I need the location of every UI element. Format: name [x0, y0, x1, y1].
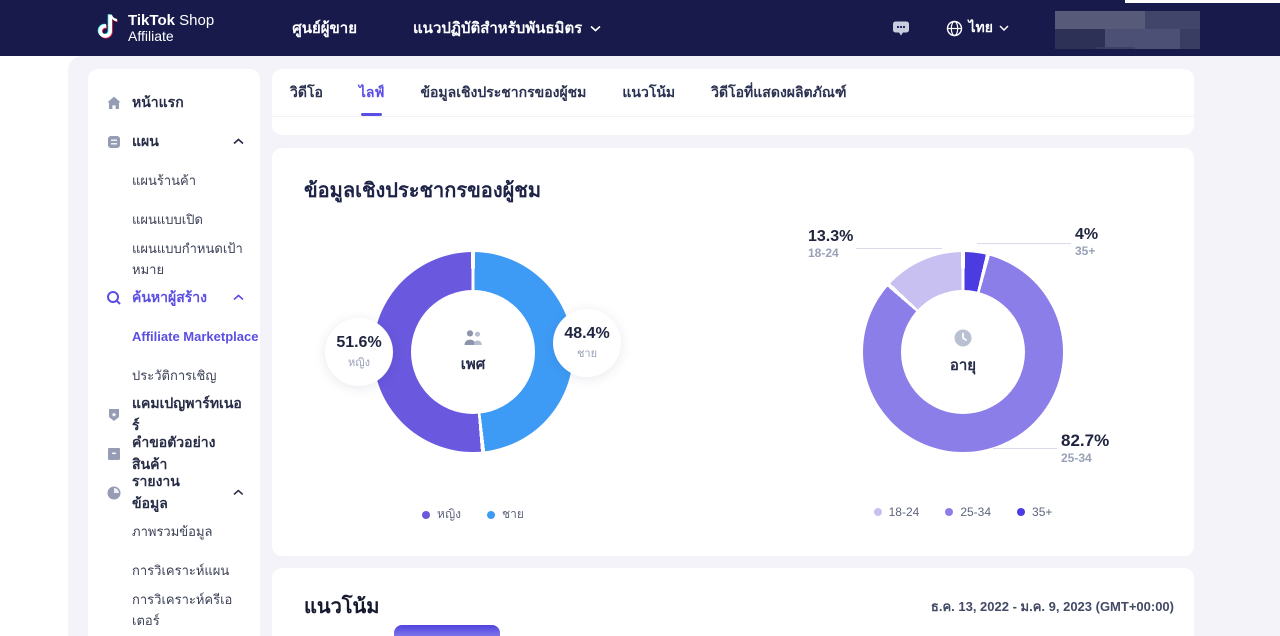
nav-partner-guidelines[interactable]: แนวปฏิบัติสำหรับพันธมิตร	[413, 16, 601, 40]
tab-video[interactable]: วิดีโอ	[290, 83, 323, 100]
search-icon	[107, 290, 121, 305]
tiktok-shop-affiliate-logo[interactable]: TikTok Shop Affiliate	[96, 11, 215, 44]
tab-bar: วิดีโอ ไลฟ์ ข้อมูลเชิงประชากรของผู้ชม แน…	[272, 69, 1194, 117]
chevron-up-icon	[233, 489, 244, 496]
globe-icon	[946, 20, 962, 36]
gender-chart-label: เพศ	[460, 355, 486, 373]
legend-dot	[487, 510, 496, 519]
section-title-trends: แนวโน้ม	[304, 596, 380, 618]
sidebar-item-shop-plan[interactable]: แผนร้านค้า	[132, 173, 197, 188]
sidebar-item-plans[interactable]: แผน	[88, 122, 260, 161]
trend-metric-tab-indicator[interactable]	[394, 625, 500, 636]
age-donut-center: อายุ	[901, 290, 1025, 414]
box-icon	[108, 447, 120, 460]
age-callout-18-24: 13.3% 18-24	[808, 228, 854, 261]
sidebar-item-data-overview[interactable]: ภาพรวมข้อมูล	[132, 524, 213, 539]
sidebar-item-home[interactable]: หน้าแรก	[88, 83, 260, 122]
chat-message-icon[interactable]	[890, 17, 912, 39]
tab-audience-demographics[interactable]: ข้อมูลเชิงประชากรของผู้ชม	[420, 83, 587, 100]
trends-card: แนวโน้ม ธ.ค. 13, 2022 - ม.ค. 9, 2023 (GM…	[272, 568, 1194, 636]
age-chart-label: อายุ	[949, 356, 977, 374]
section-title-demographics: ข้อมูลเชิงประชากรของผู้ชม	[304, 180, 542, 202]
age-callout-25-34: 82.7% 25-34	[1061, 431, 1110, 465]
sidebar-item-affiliate-marketplace[interactable]: Affiliate Marketplace	[132, 329, 259, 344]
sidebar-item-open-plan[interactable]: แผนแบบเปิด	[132, 212, 203, 227]
legend-item-35-plus[interactable]: 35+	[1017, 505, 1052, 519]
legend-item-18-24[interactable]: 18-24	[873, 505, 919, 519]
tiktok-note-icon	[97, 14, 118, 39]
legend-item-female[interactable]: หญิง	[422, 505, 461, 524]
sidebar: หน้าแรก แผน แผนร้านค้า แผนแบบเปิด แผนแบบ…	[88, 69, 260, 636]
callout-line	[856, 248, 942, 249]
sidebar-item-creator-analysis[interactable]: การวิเคราะห์ครีเอเตอร์	[132, 591, 233, 628]
plan-list-icon	[108, 135, 120, 148]
home-icon	[107, 96, 121, 109]
chevron-up-icon	[233, 138, 244, 145]
chevron-down-icon	[590, 25, 601, 32]
sidebar-item-targeted-plan[interactable]: แผนแบบกำหนดเป้าหมาย	[132, 240, 243, 277]
header-nav: ศูนย์ผู้ขาย แนวปฏิบัติสำหรับพันธมิตร	[292, 16, 601, 40]
legend-dot	[422, 510, 431, 519]
nav-seller-center[interactable]: ศูนย์ผู้ขาย	[292, 20, 358, 37]
legend-dot	[1017, 508, 1026, 516]
chevron-up-icon	[233, 294, 244, 301]
age-donut-chart: อายุ	[863, 252, 1063, 452]
gender-legend: หญิง ชาย	[373, 505, 573, 524]
logo-text: TikTok Shop Affiliate	[128, 11, 215, 44]
date-range: ธ.ค. 13, 2022 - ม.ค. 9, 2023 (GMT+00:00)	[930, 599, 1174, 614]
badge-icon	[109, 408, 119, 421]
sidebar-item-plan-analysis[interactable]: การวิเคราะห์แผน	[132, 563, 230, 578]
tab-product-videos[interactable]: วิดีโอที่แสดงผลิตภัณฑ์	[711, 83, 847, 100]
sidebar-item-data-reports[interactable]: รายงานข้อมูล	[88, 473, 260, 512]
legend-dot	[873, 508, 882, 516]
legend-item-male[interactable]: ชาย	[487, 505, 524, 524]
analytics-tabs-card: วิดีโอ ไลฟ์ ข้อมูลเชิงประชากรของผู้ชม แน…	[272, 69, 1194, 135]
tab-live[interactable]: ไลฟ์	[359, 69, 384, 116]
redacted-account-info[interactable]	[1043, 7, 1205, 49]
legend-dot	[945, 508, 954, 516]
gender-donut-chart: เพศ	[373, 252, 573, 452]
sidebar-item-find-creators[interactable]: ค้นหาผู้สร้าง	[88, 278, 260, 317]
sidebar-item-partner-campaign[interactable]: แคมเปญพาร์ทเนอร์	[88, 395, 260, 434]
callout-line	[993, 448, 1057, 449]
gender-callout-female: 51.6% หญิง	[325, 318, 393, 386]
gender-donut-center: เพศ	[411, 290, 535, 414]
audience-demographics-card: ข้อมูลเชิงประชากรของผู้ชม เพศ 51.6% หญิง…	[272, 148, 1194, 556]
people-icon	[464, 329, 482, 345]
language-selector[interactable]: ไทย	[946, 17, 1009, 39]
age-callout-35-plus: 4% 35+	[1075, 226, 1099, 259]
clock-icon	[954, 329, 972, 346]
tab-trends[interactable]: แนวโน้ม	[622, 83, 676, 100]
sidebar-item-invitation-history[interactable]: ประวัติการเชิญ	[132, 368, 217, 383]
chevron-down-icon	[999, 25, 1009, 31]
top-navigation-bar: TikTok Shop Affiliate ศูนย์ผู้ขาย แนวปฏิ…	[0, 0, 1280, 56]
report-chart-icon	[107, 486, 121, 499]
age-legend: 18-24 25-34 35+	[833, 505, 1093, 519]
legend-item-25-34[interactable]: 25-34	[945, 505, 991, 519]
sidebar-item-sample-request[interactable]: คำขอตัวอย่างสินค้า	[88, 434, 260, 473]
gender-callout-male: 48.4% ชาย	[553, 309, 621, 377]
callout-line	[977, 243, 1071, 244]
top-edge-sliver	[1125, 0, 1280, 3]
